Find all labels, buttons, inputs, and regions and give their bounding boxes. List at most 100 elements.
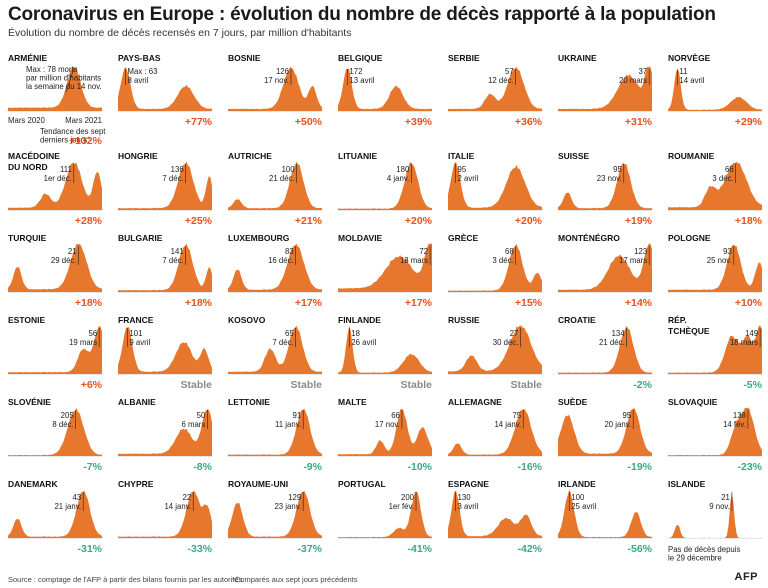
peak-date-monténégro: 17 mars: [619, 256, 647, 265]
trend-value-irlande: -56%: [627, 543, 652, 555]
area-series-lettonie: [228, 409, 322, 456]
area-series-monténégro: [558, 243, 652, 292]
country-name-kosovo: KOSOVO: [228, 315, 266, 325]
source-note: Source : comptage de l'AFP à partir des …: [8, 575, 243, 584]
trend-value-pologne: +10%: [735, 297, 763, 309]
area-series-portugal: [338, 491, 432, 538]
peak-date-serbie: 12 déc.: [488, 76, 514, 85]
peak-date-suisse: 23 nov.: [597, 174, 622, 183]
trend-value-grèce: +15%: [515, 297, 543, 309]
peak-date-roumanie: 3 déc.: [712, 174, 733, 183]
area-series-bosnie: [228, 66, 322, 111]
peak-date-albanie: 6 mars: [181, 420, 205, 429]
area-series-allemagne: [448, 408, 542, 456]
country-name-lettonie: LETTONIE: [228, 397, 270, 407]
peak-value-islande: 21: [721, 493, 730, 502]
peak-value-pologne: 93: [723, 247, 732, 256]
peak-value-autriche: 100: [282, 165, 296, 174]
country-name-norvège: NORVÈGE: [668, 53, 711, 63]
country-name-portugal: PORTUGAL: [338, 479, 386, 489]
peak-date-portugal: 1er fév.: [389, 502, 414, 511]
peak-value-chypre: 22: [183, 493, 192, 502]
area-series-bulgarie: [118, 243, 212, 292]
trend-value-turquie: +18%: [75, 297, 103, 309]
peak-date-russie: 30 déc.: [493, 338, 519, 347]
peak-value-irlande: 100: [571, 493, 585, 502]
trend-value-arménie: +132%: [69, 135, 103, 147]
peak-value-bulgarie: 141: [171, 247, 184, 256]
peak-date-danemark: 21 janv.: [54, 502, 81, 511]
peak-date-ukraine: 20 mars: [619, 76, 647, 85]
country-name-pays-bas: PAYS-BAS: [118, 53, 161, 63]
country-name-italie: ITALIE: [448, 151, 475, 161]
peak-value-roumanie: 66: [725, 165, 734, 174]
country-name-royaume-uni: ROYAUME-UNI: [228, 479, 288, 489]
footnote: *Comparés aux sept jours précédents: [232, 575, 358, 584]
country-name-arménie: ARMÉNIE: [8, 53, 48, 63]
country-name-moldavie: MOLDAVIE: [338, 233, 383, 243]
peak-value-espagne: 130: [458, 493, 472, 502]
trend-value-macédoine-dunord: +28%: [75, 215, 103, 227]
peak-value-finlande: 18: [351, 329, 360, 338]
peak-value-rép-tchèque: 149: [745, 329, 758, 338]
peak-date-espagne: 3 avril: [458, 502, 479, 511]
trend-value-slovénie: -7%: [83, 461, 102, 473]
country-name-luxembourg: LUXEMBOURG: [228, 233, 290, 243]
peak-value-estonie: 56: [88, 329, 97, 338]
area-series-croatie: [558, 325, 652, 374]
peak-date-islande: 9 nov.: [709, 502, 730, 511]
peak-value-portugal: 200: [401, 493, 415, 502]
area-series-rép-tchèque: [668, 325, 762, 374]
peak-value-slovénie: 205: [61, 411, 75, 420]
peak-value-turquie: 21: [68, 247, 77, 256]
peak-date-bosnie: 17 nov.: [264, 76, 289, 85]
trend-value-lettonie: -9%: [303, 461, 322, 473]
area-series-hongrie: [118, 161, 212, 210]
peak-value-ukraine: 37: [638, 67, 647, 76]
peak-date-norvège: 14 avril: [679, 76, 704, 85]
country-name-serbie: SERBIE: [448, 53, 480, 63]
trend-value-rép-tchèque: -5%: [743, 379, 762, 391]
peak-date-belgique: 13 avril: [349, 76, 374, 85]
peak-value-allemagne: 75: [513, 411, 522, 420]
country-name-slovaquie: SLOVAQUIE: [668, 397, 718, 407]
trend-value-suède: -19%: [627, 461, 652, 473]
country-name-macédoine-dunord: DU NORD: [8, 162, 48, 172]
x-axis-start-label: Mars 2020: [8, 116, 46, 125]
peak-value-malte: 66: [391, 411, 400, 420]
peak-value-slovaquie: 138: [733, 411, 746, 420]
country-name-france: FRANCE: [118, 315, 154, 325]
area-series-ukraine: [558, 66, 652, 111]
afp-logo: AFP: [734, 571, 758, 583]
area-series-malte: [338, 408, 432, 456]
country-name-turquie: TURQUIE: [8, 233, 47, 243]
peak-value-russie: 27: [510, 329, 519, 338]
area-series-suisse: [558, 162, 652, 210]
peak-date-luxembourg: 16 déc.: [268, 256, 294, 265]
peak-value-suède: 95: [623, 411, 632, 420]
peak-date-grèce: 3 déc.: [492, 256, 513, 265]
peak-value-bosnie: 126: [276, 67, 289, 76]
trend-value-portugal: -41%: [407, 543, 432, 555]
peak-date-bulgarie: 7 déc.: [162, 256, 183, 265]
peak-note: par million d'habitants: [26, 74, 101, 83]
country-name-danemark: DANEMARK: [8, 479, 58, 489]
country-name-irlande: IRLANDE: [558, 479, 596, 489]
trend-value-allemagne: -16%: [517, 461, 542, 473]
peak-date-turquie: 29 déc.: [51, 256, 77, 265]
peak-value-serbie: 57: [505, 67, 514, 76]
trend-value-chypre: -33%: [187, 543, 212, 555]
area-series-pays-bas: [118, 67, 212, 111]
trend-value-lituanie: +20%: [405, 215, 433, 227]
country-name-espagne: ESPAGNE: [448, 479, 489, 489]
trend-value-malte: -10%: [407, 461, 432, 473]
peak-value-royaume-uni: 129: [288, 493, 301, 502]
trend-value-kosovo: Stable: [290, 379, 322, 391]
area-series-autriche: [228, 161, 322, 210]
area-series-france: [118, 327, 212, 374]
country-name-malte: MALTE: [338, 397, 367, 407]
trend-value-croatie: -2%: [633, 379, 652, 391]
country-name-suisse: SUISSE: [558, 151, 590, 161]
country-name-finlande: FINLANDE: [338, 315, 381, 325]
